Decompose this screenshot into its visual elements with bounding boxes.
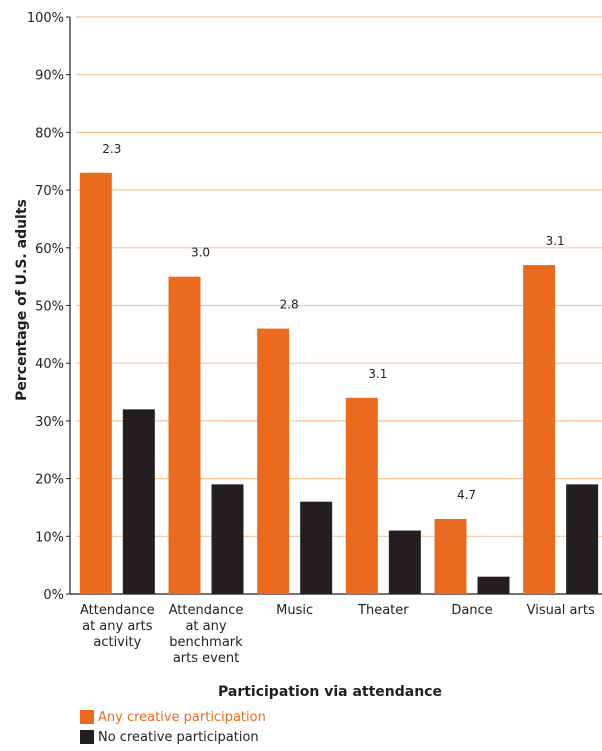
legend-swatch-none	[80, 730, 94, 744]
x-axis: Attendance at any arts activity Attendance a…	[80, 603, 595, 666]
x-tick-label: Visual arts	[527, 603, 595, 618]
bars	[79, 172, 599, 595]
bar-no-creative	[388, 530, 421, 594]
legend-item-none: No creative participation	[80, 727, 266, 747]
ratio-label: 2.3	[102, 142, 121, 156]
ratio-label: 4.7	[457, 488, 476, 502]
ratio-label: 3.0	[191, 246, 210, 260]
bar-no-creative	[122, 409, 155, 594]
x-axis-label: Participation via attendance	[218, 684, 442, 700]
ratio-labels: 2.3 3.0 2.8 3.1 4.7 3.1	[102, 142, 564, 502]
y-tick-label: 0%	[43, 588, 64, 603]
x-tick-label: Dance	[451, 603, 492, 618]
y-tick-label: 50%	[35, 300, 64, 315]
ratio-label: 3.1	[368, 367, 387, 381]
bar-any-creative	[168, 276, 201, 594]
legend-label-none: No creative participation	[98, 729, 259, 745]
legend: Any creative participation No creative p…	[80, 707, 266, 747]
y-axis-label: Percentage of U.S. adults	[14, 199, 30, 401]
legend-swatch-any	[80, 710, 94, 724]
bar-no-creative	[211, 484, 244, 594]
ratio-label: 2.8	[280, 298, 299, 312]
x-tick-label: Attendance at any arts activity	[80, 603, 155, 650]
y-tick-label: 100%	[27, 11, 64, 26]
y-tick-label: 30%	[35, 415, 64, 430]
bar-no-creative	[566, 484, 599, 594]
legend-label-any: Any creative participation	[98, 709, 266, 725]
y-tick-label: 70%	[35, 184, 64, 199]
gridlines	[76, 16, 602, 537]
bar-any-creative	[345, 397, 378, 594]
x-tick-label: Attendance at any benchmark arts event	[169, 603, 244, 666]
y-axis: 0% 10% 20% 30% 40% 50% 60% 70% 80% 90% 100%	[27, 11, 602, 603]
y-tick-label: 90%	[35, 69, 64, 84]
y-tick-label: 80%	[35, 126, 64, 141]
bar-no-creative	[300, 501, 333, 594]
x-tick-label: Music	[276, 603, 313, 618]
bar-no-creative	[477, 576, 510, 594]
y-tick-label: 40%	[35, 357, 64, 372]
legend-item-any: Any creative participation	[80, 707, 266, 727]
ratio-label: 3.1	[546, 234, 565, 248]
bar-any-creative	[523, 265, 556, 594]
y-tick-label: 20%	[35, 473, 64, 488]
y-tick-label: 10%	[35, 530, 64, 545]
bar-any-creative	[434, 518, 467, 594]
bar-any-creative	[257, 328, 290, 594]
bar-any-creative	[79, 172, 112, 595]
y-tick-label: 60%	[35, 242, 64, 257]
x-tick-label: Theater	[357, 603, 409, 618]
